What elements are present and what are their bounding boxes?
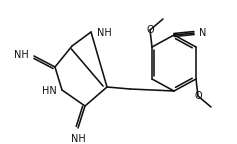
- Text: O: O: [146, 25, 154, 35]
- Text: NH: NH: [71, 134, 85, 144]
- Text: N: N: [199, 28, 206, 38]
- Text: NH: NH: [14, 50, 29, 60]
- Text: HN: HN: [42, 86, 57, 96]
- Text: NH: NH: [97, 28, 112, 38]
- Text: O: O: [194, 91, 202, 101]
